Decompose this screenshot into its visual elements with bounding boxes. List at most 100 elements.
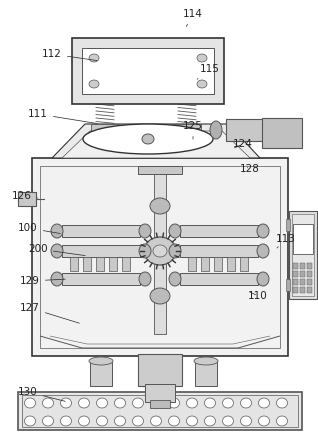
- Bar: [293, 263, 298, 269]
- Text: 113: 113: [276, 234, 296, 248]
- Ellipse shape: [204, 416, 216, 426]
- Ellipse shape: [96, 416, 107, 426]
- Polygon shape: [62, 131, 250, 158]
- Ellipse shape: [89, 357, 113, 365]
- Bar: [286, 219, 290, 231]
- Ellipse shape: [257, 272, 269, 286]
- Ellipse shape: [150, 198, 170, 214]
- Bar: [300, 287, 305, 293]
- Polygon shape: [52, 124, 260, 158]
- Ellipse shape: [150, 288, 170, 304]
- Bar: [214, 257, 222, 271]
- Bar: [300, 263, 305, 269]
- Ellipse shape: [204, 398, 216, 408]
- Bar: [150, 400, 170, 408]
- Ellipse shape: [169, 224, 181, 238]
- Ellipse shape: [186, 398, 197, 408]
- Bar: [18, 392, 302, 430]
- Ellipse shape: [197, 80, 207, 88]
- Bar: [195, 361, 217, 386]
- Ellipse shape: [142, 134, 154, 144]
- Bar: [122, 257, 130, 271]
- Bar: [307, 263, 312, 269]
- Ellipse shape: [51, 224, 63, 238]
- Bar: [32, 158, 288, 356]
- Bar: [286, 279, 290, 291]
- Bar: [138, 166, 182, 174]
- Ellipse shape: [79, 416, 89, 426]
- Bar: [145, 384, 175, 402]
- Bar: [180, 225, 258, 237]
- Bar: [83, 257, 91, 271]
- Bar: [40, 166, 280, 348]
- Bar: [227, 257, 235, 271]
- Bar: [226, 119, 264, 141]
- Text: 100: 100: [18, 223, 60, 234]
- Text: 126: 126: [12, 191, 38, 201]
- Ellipse shape: [223, 398, 233, 408]
- Bar: [293, 279, 298, 285]
- Bar: [307, 287, 312, 293]
- Ellipse shape: [259, 398, 269, 408]
- Ellipse shape: [89, 54, 99, 62]
- Bar: [72, 38, 224, 104]
- Ellipse shape: [139, 224, 151, 238]
- Text: 128: 128: [240, 164, 260, 174]
- Ellipse shape: [186, 416, 197, 426]
- Ellipse shape: [169, 244, 181, 258]
- Ellipse shape: [139, 244, 151, 258]
- Bar: [201, 257, 209, 271]
- Bar: [62, 245, 140, 257]
- Bar: [300, 271, 305, 277]
- Bar: [62, 273, 140, 285]
- Ellipse shape: [51, 244, 63, 258]
- Bar: [293, 271, 298, 277]
- Bar: [180, 245, 258, 257]
- Ellipse shape: [43, 398, 53, 408]
- Bar: [90, 361, 112, 386]
- Bar: [292, 214, 314, 296]
- Text: 110: 110: [248, 291, 268, 301]
- Bar: [262, 118, 302, 148]
- Ellipse shape: [51, 272, 63, 286]
- Text: 111: 111: [28, 109, 97, 123]
- Ellipse shape: [276, 416, 287, 426]
- Ellipse shape: [89, 80, 99, 88]
- Ellipse shape: [24, 398, 36, 408]
- Ellipse shape: [257, 224, 269, 238]
- Bar: [240, 257, 248, 271]
- Ellipse shape: [144, 237, 176, 265]
- Ellipse shape: [259, 416, 269, 426]
- Ellipse shape: [240, 398, 252, 408]
- Text: 130: 130: [18, 387, 65, 401]
- Ellipse shape: [133, 398, 143, 408]
- Bar: [96, 257, 104, 271]
- Bar: [18, 192, 36, 206]
- Ellipse shape: [223, 416, 233, 426]
- Bar: [293, 224, 313, 254]
- Bar: [22, 395, 298, 427]
- Bar: [307, 279, 312, 285]
- Ellipse shape: [24, 416, 36, 426]
- Ellipse shape: [114, 416, 126, 426]
- Ellipse shape: [197, 54, 207, 62]
- Text: 112: 112: [42, 49, 97, 60]
- Ellipse shape: [257, 244, 269, 258]
- Ellipse shape: [114, 398, 126, 408]
- Ellipse shape: [43, 416, 53, 426]
- Ellipse shape: [169, 416, 179, 426]
- Bar: [188, 257, 196, 271]
- Bar: [109, 257, 117, 271]
- Text: 127: 127: [20, 303, 80, 323]
- Bar: [173, 124, 201, 132]
- Ellipse shape: [210, 121, 222, 139]
- Bar: [180, 273, 258, 285]
- Ellipse shape: [169, 398, 179, 408]
- Ellipse shape: [79, 398, 89, 408]
- Text: 115: 115: [197, 64, 220, 79]
- Bar: [154, 172, 166, 334]
- Bar: [300, 279, 305, 285]
- Ellipse shape: [276, 398, 287, 408]
- Text: 200: 200: [28, 244, 85, 256]
- Ellipse shape: [240, 416, 252, 426]
